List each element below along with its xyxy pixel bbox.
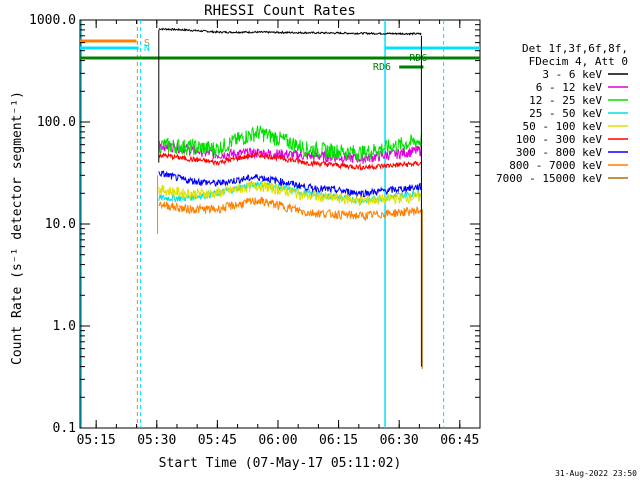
x-tick-label: 05:15 [77, 433, 116, 448]
y-axis-label: Count Rate (s⁻¹ detector segment⁻¹) [10, 91, 25, 365]
series-line [158, 180, 422, 206]
legend-entry-label: 800 - 7000 keV [509, 159, 602, 172]
x-tick-label: 06:00 [258, 433, 297, 448]
chart-title: RHESSI Count Rates [204, 3, 356, 19]
rd-label-2: RD6 [409, 53, 427, 64]
series-line [158, 180, 422, 207]
legend-entry-label: 3 - 6 keV [542, 68, 602, 81]
series-line [158, 125, 422, 162]
saa-label-n: N [144, 43, 150, 54]
legend-header: FDecim 4, Att 0 [529, 55, 628, 68]
legend-entry-label: 7000 - 15000 keV [496, 172, 602, 185]
x-axis-label: Start Time (07-May-17 05:11:02) [159, 456, 402, 471]
y-tick-label: 1.0 [53, 319, 76, 334]
legend-header: Det 1f,3f,6f,8f, [522, 42, 628, 55]
plot-border [79, 19, 481, 429]
legend-entry-label: 25 - 50 keV [529, 107, 602, 120]
series-line [158, 196, 422, 222]
series-line [158, 150, 422, 171]
plot-frame [79, 19, 481, 429]
legend-entry-label: 300 - 800 keV [516, 146, 602, 159]
rd-label: RD6 [373, 62, 391, 73]
x-tick-label: 06:15 [319, 433, 358, 448]
y-tick-label: 10.0 [45, 217, 76, 232]
y-tick-label: 100.0 [37, 115, 76, 130]
y-tick-label: 0.1 [53, 421, 76, 436]
series-layer [157, 27, 423, 369]
legend-entry-label: 6 - 12 keV [536, 81, 603, 94]
legend-entry-label: 50 - 100 keV [523, 120, 603, 133]
x-tick-label: 06:45 [440, 433, 479, 448]
series-line [158, 170, 422, 198]
footer-date: 31-Aug-2022 23:50 [555, 469, 637, 478]
legend-entry-label: 12 - 25 keV [529, 94, 602, 107]
saa-label-s: S [144, 38, 150, 49]
legend-entry-label: 100 - 300 keV [516, 133, 602, 146]
x-tick-label: 05:30 [137, 433, 176, 448]
x-tick-label: 06:30 [380, 433, 419, 448]
legend: Det 1f,3f,6f,8f,FDecim 4, Att 03 - 6 keV… [496, 42, 628, 185]
x-tick-label: 05:45 [198, 433, 237, 448]
reference-lines: SN RD6 RD6 [80, 20, 480, 428]
series-line [158, 27, 422, 36]
y-tick-label: 1000.0 [29, 13, 76, 28]
axis-ticks: 05:15 05:30 05:45 06:00 06:15 06:30 06:45 0.1 1.… [29, 13, 481, 448]
